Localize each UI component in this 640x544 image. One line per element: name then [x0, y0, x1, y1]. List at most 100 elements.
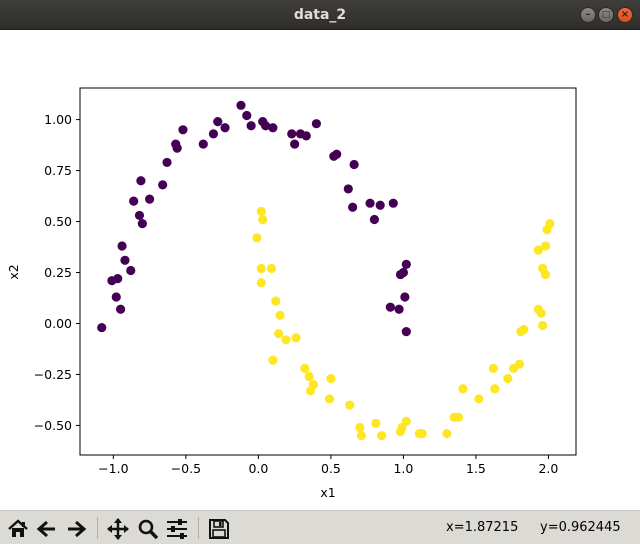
scatter-point-class-1	[258, 214, 268, 225]
scatter-point-class-1	[355, 422, 365, 433]
scatter-point-class-0	[208, 129, 219, 139]
x-axis-label: x1	[320, 485, 335, 500]
scatter-point-class-0	[178, 125, 188, 135]
scatter-point-class-0	[400, 292, 410, 302]
scatter-point-class-1	[256, 278, 266, 288]
x-tick-label: 0.5	[321, 461, 341, 476]
scatter-point-class-1	[540, 269, 551, 280]
scatter-point-class-0	[134, 210, 145, 221]
scatter-point-class-1	[256, 263, 266, 274]
scatter-point-class-1	[536, 308, 546, 318]
y-tick-label: −0.50	[34, 418, 72, 433]
scatter-point-class-0	[369, 214, 380, 225]
move-icon	[106, 517, 129, 540]
scatter-point-class-0	[385, 302, 395, 312]
scatter-point-class-0	[162, 157, 172, 168]
scatter-point-class-1	[304, 371, 314, 382]
scatter-point-class-0	[145, 194, 155, 204]
scatter-point-class-1	[540, 241, 551, 251]
scatter-point-class-0	[398, 267, 409, 278]
scatter-point-class-0	[113, 274, 123, 284]
magnifier-icon	[138, 519, 158, 539]
home-icon	[7, 518, 28, 537]
scatter-point-class-1	[356, 431, 366, 441]
scatter-point-class-1	[538, 320, 548, 331]
sliders-icon	[166, 518, 187, 539]
scatter-point-class-1	[266, 263, 277, 274]
scatter-point-class-1	[291, 333, 301, 343]
y-tick-label: 0.50	[44, 214, 72, 229]
scatter-point-class-1	[453, 412, 464, 422]
navigation-toolbar: x=1.87215 y=0.962445	[0, 510, 640, 544]
scatter-point-class-1	[474, 394, 484, 404]
toolbar-separator	[97, 517, 98, 539]
scatter-point-class-1	[271, 296, 281, 306]
window-titlebar: data_2 – □ ×	[0, 0, 640, 30]
axes-frame	[79, 87, 577, 456]
scatter-point-class-0	[365, 198, 375, 208]
scatter-point-class-0	[220, 123, 230, 133]
x-tick-label: 2.0	[538, 461, 558, 476]
y-tick-label: 0.75	[44, 163, 72, 178]
zoom-button[interactable]	[134, 515, 161, 542]
figure-canvas[interactable]: −1.0 −0.5 0.0 0.5 1.0 1.5 2.0 −0.50 −0.25 0.00 0.…	[0, 30, 640, 510]
scatter-point-class-0	[116, 304, 126, 314]
x-tick-label: 1.0	[393, 461, 413, 476]
scatter-point-class-0	[242, 110, 252, 121]
home-button[interactable]	[4, 515, 31, 542]
scatter-point-class-0	[401, 259, 411, 269]
y-tick-label: 0.00	[44, 316, 72, 331]
scatter-point-class-1	[377, 431, 387, 441]
x-axis-ticks: −1.0 −0.5 0.0 0.5 1.0 1.5 2.0	[98, 455, 558, 476]
scatter-point-class-0	[137, 218, 147, 229]
scatter-point-class-1	[268, 355, 278, 365]
x-tick-label: −1.0	[98, 461, 128, 476]
scatter-point-class-1	[519, 325, 529, 335]
scatter-marks	[97, 100, 555, 441]
scatter-point-class-1	[417, 428, 427, 439]
scatter-point-class-0	[394, 304, 404, 314]
scatter-point-class-0	[126, 265, 136, 276]
scatter-point-class-1	[401, 416, 411, 426]
scatter-point-class-1	[300, 363, 310, 373]
x-tick-label: 0.0	[248, 461, 268, 476]
toolbar-separator	[198, 517, 199, 539]
save-button[interactable]	[205, 515, 232, 542]
scatter-point-class-0	[349, 159, 359, 170]
forward-button[interactable]	[62, 515, 89, 542]
scatter-point-class-0	[401, 327, 411, 337]
scatter-point-class-0	[287, 129, 297, 139]
close-button[interactable]: ×	[617, 7, 633, 23]
scatter-point-class-1	[488, 363, 498, 373]
scatter-point-class-0	[388, 198, 398, 208]
minimize-button[interactable]: –	[580, 7, 596, 23]
scatter-point-class-0	[311, 119, 321, 129]
scatter-point-class-0	[111, 292, 121, 302]
cursor-x-readout: x=1.87215	[446, 520, 519, 535]
arrow-right-icon	[67, 520, 86, 537]
scatter-point-class-0	[213, 117, 223, 127]
y-tick-label: 0.25	[44, 265, 72, 280]
floppy-disk-icon	[208, 518, 229, 539]
scatter-point-class-0	[348, 202, 358, 212]
maximize-button[interactable]: □	[598, 7, 614, 23]
scatter-point-class-0	[236, 100, 246, 110]
window-title: data_2	[293, 7, 347, 23]
scatter-point-class-0	[117, 241, 127, 251]
scatter-point-class-0	[158, 180, 168, 190]
scatter-point-class-1	[256, 206, 266, 216]
scatter-point-class-1	[306, 386, 316, 396]
scatter-chart: −1.0 −0.5 0.0 0.5 1.0 1.5 2.0 −0.50 −0.25 0.00 0.…	[6, 87, 577, 500]
scatter-point-class-0	[198, 139, 208, 149]
y-axis-label: x2	[6, 264, 21, 279]
back-button[interactable]	[33, 515, 60, 542]
scatter-point-class-0	[261, 121, 271, 131]
scatter-point-class-1	[345, 400, 355, 410]
configure-subplots-button[interactable]	[163, 515, 190, 542]
scatter-point-class-1	[252, 233, 262, 243]
x-tick-label: −0.5	[171, 461, 201, 476]
pan-button[interactable]	[104, 515, 131, 542]
scatter-point-class-1	[490, 384, 500, 394]
x-tick-label: 1.5	[466, 461, 486, 476]
scatter-point-class-0	[343, 184, 353, 194]
